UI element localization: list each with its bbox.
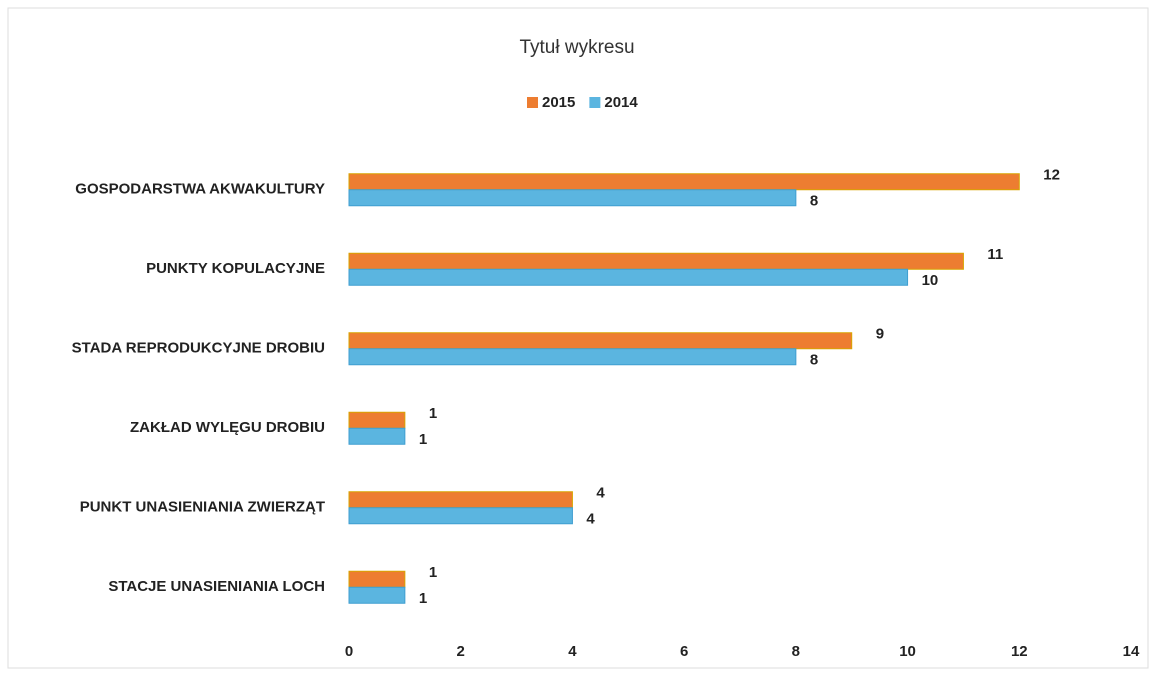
x-tick-label: 12 [1011, 643, 1028, 660]
y-tick-label: STACJE UNASIENIANIA LOCH [108, 578, 325, 595]
data-label: 11 [987, 246, 1003, 263]
y-tick-label: GOSPODARSTWA AKWAKULTURY [75, 181, 325, 198]
bar [348, 189, 797, 207]
bar [348, 173, 1020, 191]
chart-title: Tytuł wykresu [519, 37, 634, 58]
bar [348, 332, 853, 350]
bar [348, 427, 406, 445]
data-label: 12 [1043, 167, 1060, 184]
bar [348, 348, 797, 366]
y-tick-label: PUNKTY KOPULACYJNE [146, 260, 325, 277]
bar [348, 570, 406, 588]
data-label: 8 [810, 352, 818, 369]
data-label: 1 [429, 564, 437, 581]
data-label: 4 [596, 485, 605, 502]
bar [348, 252, 964, 270]
x-tick-label: 6 [680, 643, 688, 660]
y-tick-label: STADA REPRODUKCYJNE DROBIU [72, 340, 325, 357]
data-label: 9 [876, 326, 884, 343]
data-label: 1 [429, 405, 437, 422]
data-label: 10 [922, 272, 939, 289]
data-label: 8 [810, 193, 818, 210]
bar [348, 491, 573, 509]
x-tick-label: 14 [1123, 643, 1140, 660]
y-tick-label: ZAKŁAD WYLĘGU DROBIU [130, 419, 325, 436]
bar [348, 586, 406, 604]
bar [348, 268, 909, 286]
legend-swatch [589, 97, 601, 108]
data-label: 1 [419, 590, 427, 607]
x-tick-label: 8 [792, 643, 800, 660]
x-tick-label: 0 [345, 643, 353, 660]
legend-label: 2015 [542, 94, 575, 111]
bar [348, 507, 573, 525]
y-tick-label: PUNKT UNASIENIANIA ZWIERZĄT [80, 499, 325, 516]
x-tick-label: 2 [457, 643, 465, 660]
x-tick-label: 4 [568, 643, 577, 660]
bar [348, 411, 406, 429]
x-tick-label: 10 [899, 643, 916, 660]
legend-label: 2014 [604, 94, 638, 111]
legend-swatch [527, 97, 538, 108]
data-label: 4 [586, 511, 595, 528]
data-label: 1 [419, 431, 427, 448]
